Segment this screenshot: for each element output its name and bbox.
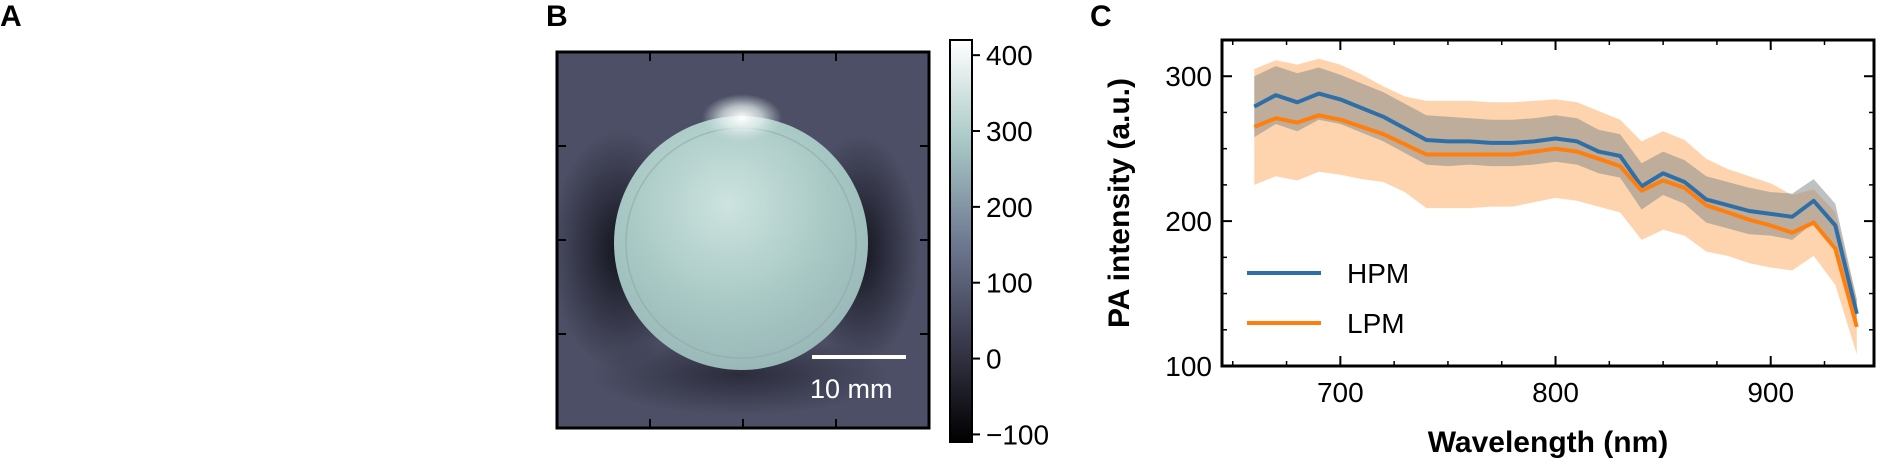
series-line-lpm xyxy=(1253,113,1859,328)
y-tick-label: 200 xyxy=(1165,206,1212,237)
y-axis-label: PA intensity (a.u.) xyxy=(1103,78,1136,328)
band-hpm xyxy=(1254,66,1857,329)
line-chart: 700 800 900 100 200 300 Wavelength (nm) PA inte… xyxy=(1103,38,1876,459)
colorbar-tick-label: 300 xyxy=(986,116,1033,147)
colorbar-tick-label: 200 xyxy=(986,192,1033,223)
x-tick-label: 900 xyxy=(1747,377,1794,408)
colorbar-tick-label: 400 xyxy=(986,40,1033,71)
y-tick-label: 300 xyxy=(1165,61,1212,92)
colorbar-tick-label: −100 xyxy=(986,419,1049,450)
panel-label-b: B xyxy=(546,0,568,33)
colorbar xyxy=(949,39,973,443)
colorbar-tick-label: 100 xyxy=(986,268,1033,299)
legend-label-lpm: LPM xyxy=(1347,308,1405,339)
x-axis-label: Wavelength (nm) xyxy=(1428,426,1669,459)
plot-frame xyxy=(1220,38,1876,368)
x-tick-label: 800 xyxy=(1532,377,1579,408)
x-tick-label: 700 xyxy=(1317,377,1364,408)
colorbar-ticks: −100 0 100 200 300 400 xyxy=(972,40,1049,450)
pa-image xyxy=(557,52,929,428)
image-frame-ticks xyxy=(557,52,929,428)
scale-bar-label: 10 mm xyxy=(810,374,893,404)
colorbar-tick-label: 0 xyxy=(986,344,1002,375)
legend-label-hpm: HPM xyxy=(1347,258,1409,289)
series-line-hpm xyxy=(1253,91,1859,315)
panel-label-a: A xyxy=(0,0,22,33)
y-tick-label: 100 xyxy=(1165,351,1212,382)
panel-label-c: C xyxy=(1090,0,1112,33)
